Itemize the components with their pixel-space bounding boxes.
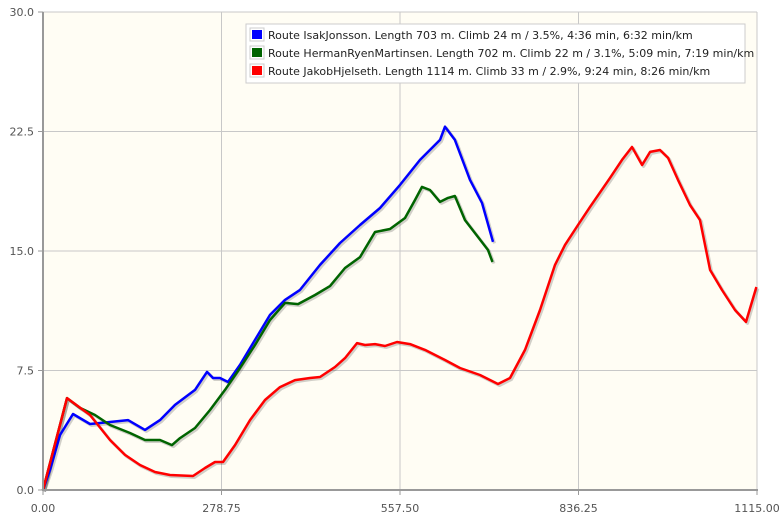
legend: Route IsakJonsson. Length 703 m. Climb 2… [245,23,754,84]
x-ticks: 0.00 278.75 557.50 836.25 1115.00 [31,490,780,515]
series-line-0 [41,125,495,491]
y-tick-label: 7.5 [17,365,35,378]
series-line-2 [41,145,758,491]
legend-swatch [252,48,262,57]
x-tick-label: 278.75 [202,502,241,515]
legend-label: Route IsakJonsson. Length 703 m. Climb 2… [268,29,693,42]
gridlines [43,11,758,490]
x-tick-label: 836.25 [559,502,598,515]
legend-box [245,23,746,84]
x-tick-label: 0.00 [31,502,56,515]
series-line-1 [41,185,494,491]
series-lines [41,125,760,492]
y-tick-label: 22.5 [10,126,35,139]
legend-swatch [252,66,262,75]
y-tick-label: 15.0 [10,245,35,258]
legend-label: Route JakobHjelseth. Length 1114 m. Clim… [268,65,710,78]
legend-label: Route HermanRyenMartinsen. Length 702 m.… [268,47,754,60]
x-tick-label: 557.50 [381,502,420,515]
y-tick-label: 0.0 [17,484,35,497]
x-tick-label: 1115.00 [734,502,780,515]
legend-swatch [252,30,262,39]
y-ticks: 0.0 7.5 15.0 22.5 30.0 [10,6,43,497]
y-tick-label: 30.0 [10,6,35,19]
